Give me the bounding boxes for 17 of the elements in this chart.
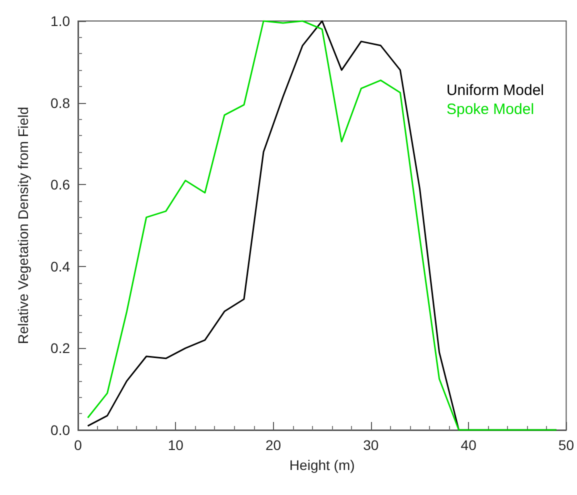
y-tick-label: 1.0 xyxy=(50,13,70,29)
y-tick-label: 0.8 xyxy=(50,94,70,111)
y-tick-label: 0.2 xyxy=(50,340,70,356)
x-tick-label: 30 xyxy=(363,437,379,453)
x-axis-title: Height (m) xyxy=(289,457,355,473)
y-axis-title: Relative Vegetation Density from Field xyxy=(15,106,31,344)
text: Uniform Model xyxy=(446,82,544,99)
text: Spoke Model xyxy=(446,101,534,118)
x-tick-label: 0 xyxy=(74,437,82,453)
x-tick-label: 20 xyxy=(265,437,282,453)
x-tick-label: 40 xyxy=(460,437,477,453)
y-tick-label: 0.6 xyxy=(50,176,70,193)
y-tick-label: 0.0 xyxy=(50,422,70,438)
y-tick-label: 0.4 xyxy=(50,258,70,274)
line-series xyxy=(87,20,558,431)
x-tick-label: 10 xyxy=(168,437,184,453)
x-tick-label: 50 xyxy=(558,437,574,453)
